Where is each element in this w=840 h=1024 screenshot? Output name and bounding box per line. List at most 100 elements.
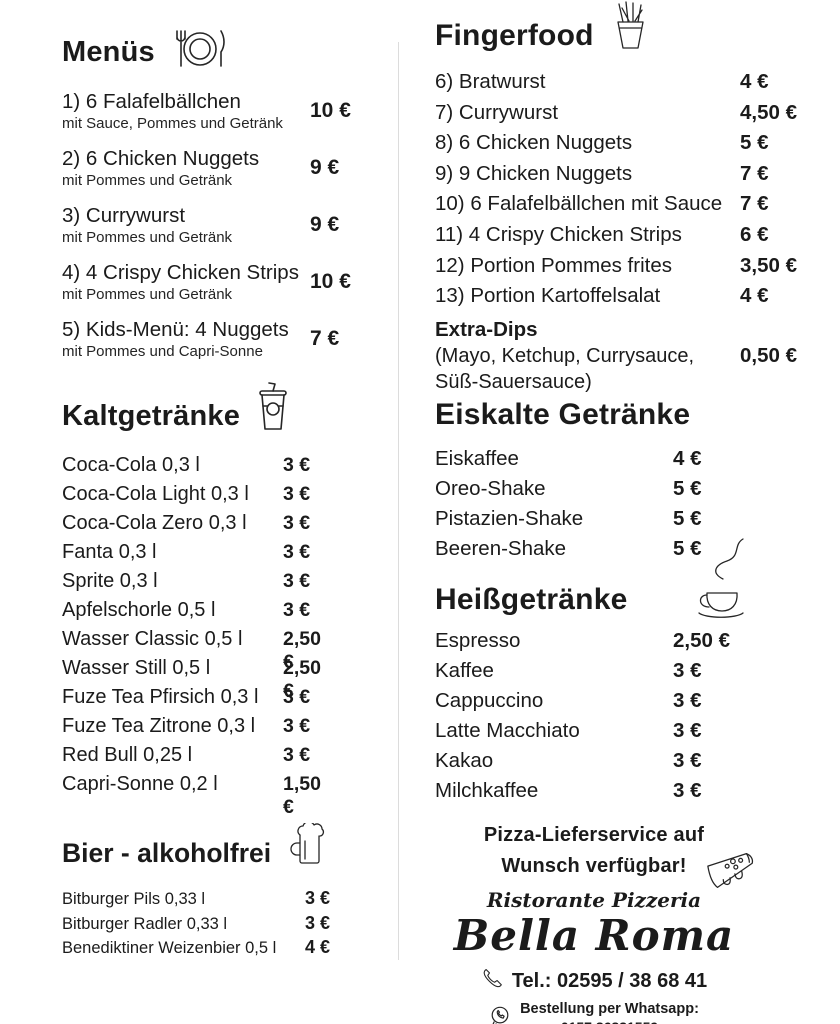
item-name: 5) Kids-Menü: 4 Nuggets [62, 318, 289, 341]
drink-row: Wasser Still 0,5 l 2,50 € [62, 657, 330, 702]
footer: Pizza-Lieferservice auf Wunsch verfügbar… [424, 820, 764, 1024]
item-price: 4 € [740, 284, 769, 308]
drink-row: Red Bull 0,25 l 3 € [62, 744, 330, 773]
item-name: 3) Currywurst [62, 204, 186, 227]
item-price: 3 € [673, 719, 702, 742]
whatsapp-number: 0157 86831559 [520, 1018, 699, 1024]
item-desc: mit Pommes und Getränk [62, 172, 233, 189]
drink-row: Cappuccino 3 € [435, 689, 803, 719]
delivery-note-line2: Wunsch verfügbar! [501, 855, 687, 877]
item-price: 3 € [283, 715, 311, 737]
item-price: 2,50 € [283, 628, 321, 673]
section-title-fingerfood: Fingerfood [435, 19, 594, 52]
food-row: 9) 9 Chicken Nuggets 7 € [435, 162, 803, 193]
food-row: 7) Currywurst 4,50 € [435, 101, 803, 132]
whatsapp-label: Bestellung per Whatsapp: [520, 1001, 699, 1017]
beer-mug-icon [285, 821, 327, 876]
item-price: 2,50 € [283, 657, 321, 702]
item-name: Fanta 0,3 l [62, 541, 157, 563]
drink-row: Apfelschorle 0,5 l 3 € [62, 599, 330, 628]
section-heissgetraenke: Heißgetränke Espresso 2,50 € Kaffee 3 € Ca… [435, 538, 803, 809]
item-name: 9) 9 Chicken Nuggets [435, 161, 633, 185]
drink-row: Fuze Tea Zitrone 0,3 l 3 € [62, 715, 330, 744]
menu-item: 4) 4 Crispy Chicken Strips mit Pommes un… [62, 260, 364, 304]
whatsapp-line: Bestellung per Whatsapp: 0157 86831559 [424, 1000, 764, 1024]
item-price: 2,50 € [673, 629, 730, 652]
item-name: 1) 6 Falafelbällchen [62, 90, 241, 113]
item-name: 12) Portion Pommes frites [435, 253, 672, 277]
item-price: 3 € [305, 888, 331, 908]
item-name: Coca-Cola 0,3 l [62, 454, 200, 476]
beer-row: Bitburger Pils 0,33 l 3 € [62, 888, 364, 913]
food-row: 11) 4 Crispy Chicken Strips 6 € [435, 223, 803, 254]
drink-row: Coca-Cola Zero 0,3 l 3 € [62, 512, 330, 541]
item-price: 3 € [283, 454, 311, 476]
drink-row: Wasser Classic 0,5 l 2,50 € [62, 628, 330, 673]
item-price: 3 € [673, 779, 702, 802]
drink-row: Oreo-Shake 5 € [435, 477, 803, 507]
item-price: 7 € [740, 192, 769, 216]
item-name: 2) 6 Chicken Nuggets [62, 147, 260, 170]
item-name: 6) Bratwurst [435, 70, 546, 93]
drink-row: Capri-Sonne 0,2 l 1,50 € [62, 773, 330, 818]
plate-cutlery-icon [169, 28, 227, 76]
item-price: 3 € [283, 686, 311, 708]
section-eiskalte-getraenke: Eiskalte Getränke Eiskaffee 4 € Oreo-Shak… [435, 398, 803, 567]
item-name: Coca-Cola Zero 0,3 l [62, 512, 247, 534]
item-name: Oreo-Shake [435, 477, 546, 500]
whatsapp-icon [489, 1005, 511, 1024]
item-name: Wasser Still 0,5 l [62, 657, 211, 679]
section-fingerfood: Fingerfood 6) Bratwurst 4 € 7) Currywurst… [435, 1, 803, 395]
item-name: Capri-Sonne 0,2 l [62, 773, 218, 795]
menu-item: 1) 6 Falafelbällchen mit Sauce, Pommes u… [62, 89, 364, 133]
item-desc: mit Pommes und Capri-Sonne [62, 343, 263, 360]
item-price: 3 € [283, 512, 311, 534]
drink-row: Fuze Tea Pfirsich 0,3 l 3 € [62, 686, 330, 715]
item-price: 3 € [283, 744, 311, 766]
phone-line: Tel.: 02595 / 38 68 41 [424, 967, 764, 995]
item-price: 3 € [673, 749, 702, 772]
food-row: 12) Portion Pommes frites 3,50 € [435, 254, 803, 285]
item-name: 4) 4 Crispy Chicken Strips [62, 261, 299, 284]
item-price: 5 € [673, 477, 702, 500]
extra-dips-block: Extra-Dips (Mayo, Ketchup, Currysauce, S… [435, 317, 803, 395]
brand-subtitle: Ristorante Pizzeria [486, 888, 702, 912]
drink-row: Coca-Cola Light 0,3 l 3 € [62, 483, 330, 512]
drink-row: Sprite 0,3 l 3 € [62, 570, 330, 599]
item-name: Benediktiner Weizenbier 0,5 l [62, 939, 277, 957]
section-title-bier: Bier - alkoholfrei [62, 838, 272, 868]
menu-item: 3) Currywurst mit Pommes und Getränk 9 € [62, 203, 364, 247]
item-price: 5 € [673, 537, 702, 560]
item-price: 10 € [310, 270, 351, 293]
drink-row: Fanta 0,3 l 3 € [62, 541, 330, 570]
item-name: Sprite 0,3 l [62, 570, 158, 592]
beer-row: Benediktiner Weizenbier 0,5 l 4 € [62, 937, 364, 962]
food-row: 10) 6 Falafelbällchen mit Sauce 7 € [435, 192, 803, 223]
item-price: 4,50 € [740, 100, 797, 124]
item-name: Red Bull 0,25 l [62, 744, 193, 766]
item-price: 3 € [305, 912, 331, 933]
drink-row: Espresso 2,50 € [435, 629, 803, 659]
item-price: 4 € [305, 937, 331, 957]
food-row: 8) 6 Chicken Nuggets 5 € [435, 131, 803, 162]
item-price: 3 € [283, 483, 311, 505]
drink-row: Kakao 3 € [435, 749, 803, 779]
pizza-slice-icon [704, 848, 758, 897]
item-name: 13) Portion Kartoffelsalat [435, 284, 661, 308]
section-title-heissgetraenke: Heißgetränke [435, 583, 628, 616]
item-price: 9 € [310, 213, 340, 236]
item-name: Beeren-Shake [435, 537, 567, 560]
item-price: 5 € [740, 131, 769, 155]
item-name: Kakao [435, 749, 494, 772]
item-name: Wasser Classic 0,5 l [62, 628, 243, 650]
fries-icon [608, 0, 650, 60]
item-name: Kaffee [435, 659, 494, 682]
drink-row: Milchkaffee 3 € [435, 779, 803, 809]
extra-dips-desc-line2: Süß-Sauersauce) [435, 370, 592, 393]
item-price: 4 € [673, 447, 702, 470]
phone-number: Tel.: 02595 / 38 68 41 [511, 969, 708, 992]
item-name: Espresso [435, 629, 521, 652]
section-title-menus: Menüs [62, 35, 155, 68]
item-price: 5 € [673, 507, 702, 530]
